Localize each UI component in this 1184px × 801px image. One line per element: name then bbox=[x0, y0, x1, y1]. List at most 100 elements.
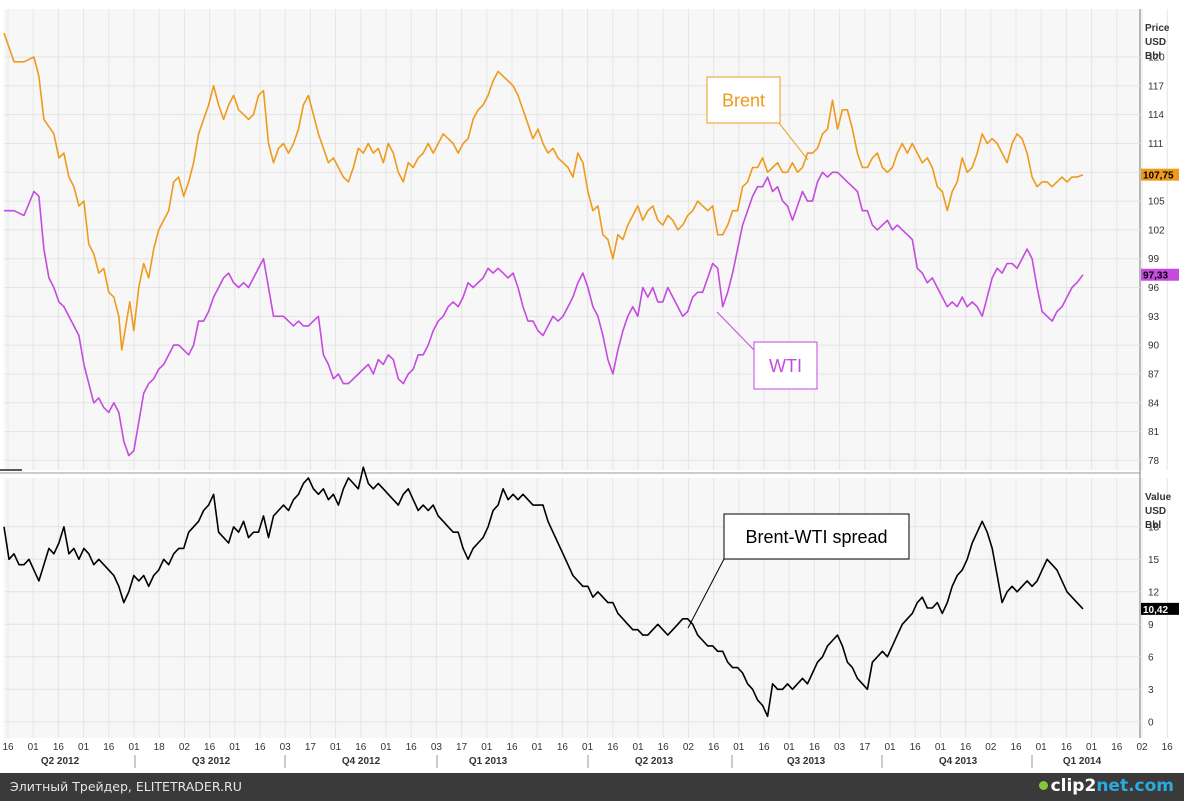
x-quarter-label: Q3 2013 bbox=[787, 756, 826, 767]
footer-source-text: Элитный Трейдер, ELITETRADER.RU bbox=[10, 779, 242, 794]
price-y-tick-label: 93 bbox=[1148, 312, 1160, 323]
x-tick-label: 16 bbox=[809, 742, 821, 753]
brent-callout-label: Brent bbox=[722, 90, 765, 110]
x-tick-label: 16 bbox=[506, 742, 518, 753]
spread-y-tick-label: 3 bbox=[1148, 685, 1154, 696]
brent-line bbox=[3, 32, 1084, 351]
wti-callout-label: WTI bbox=[769, 356, 802, 376]
chart-svg: 16 01 16 01 16 01 18 02 16 01 16 03 17 01 16 01 16 03 17 01… bbox=[0, 9, 1179, 768]
price-y-tick-label: 105 bbox=[1148, 197, 1165, 208]
x-tick-label: 01 bbox=[229, 742, 241, 753]
wti-callout-box bbox=[753, 341, 818, 390]
spread-panel-bg bbox=[4, 478, 1140, 738]
price-y-tick-label: 111 bbox=[1148, 139, 1164, 150]
spread-callout-box bbox=[723, 513, 910, 560]
x-tick-label: 16 bbox=[1061, 742, 1073, 753]
x-tick-label: 01 bbox=[935, 742, 947, 753]
brent-value-tag-label: 107,75 bbox=[1143, 171, 1174, 182]
spread-y-tick-label: 6 bbox=[1148, 652, 1154, 663]
price-axis-label: Price bbox=[1145, 23, 1170, 34]
x-tick-label: 16 bbox=[1162, 742, 1174, 753]
x-tick-label: 02 bbox=[1136, 742, 1148, 753]
x-tick-label: 02 bbox=[683, 742, 695, 753]
brent-value-tag bbox=[1141, 168, 1179, 181]
x-quarter-label: Q3 2012 bbox=[192, 756, 231, 767]
x-tick-label: 16 bbox=[204, 742, 216, 753]
x-tick-label: 01 bbox=[733, 742, 745, 753]
x-tick-label: 16 bbox=[1010, 742, 1022, 753]
spread-axis-label: USD bbox=[1145, 506, 1166, 517]
x-tick-label: 02 bbox=[179, 742, 191, 753]
x-tick-label: 17 bbox=[305, 742, 317, 753]
x-tick-label: 01 bbox=[632, 742, 644, 753]
price-y-tick-label: 87 bbox=[1148, 369, 1160, 380]
x-quarter-label: Q4 2012 bbox=[342, 756, 381, 767]
x-tick-label: 03 bbox=[834, 742, 846, 753]
price-panel-bg bbox=[4, 9, 1140, 470]
x-tick-label: 03 bbox=[280, 742, 292, 753]
x-tick-label: 16 bbox=[557, 742, 569, 753]
price-y-tick-label: 81 bbox=[1148, 427, 1160, 438]
spread-line bbox=[3, 466, 1084, 718]
spread-axis-label: Value bbox=[1145, 492, 1172, 503]
x-tick-label: 16 bbox=[910, 742, 922, 753]
x-tick-label: 01 bbox=[1036, 742, 1048, 753]
spread-callout-label: Brent-WTI spread bbox=[745, 527, 887, 547]
x-tick-label: 01 bbox=[78, 742, 90, 753]
spread-y-tick-label: 18 bbox=[1148, 522, 1160, 533]
spread-y-tick-label: 9 bbox=[1148, 620, 1154, 631]
x-tick-label: 16 bbox=[1111, 742, 1123, 753]
price-axis-label: USD bbox=[1145, 37, 1166, 48]
x-tick-label: 01 bbox=[481, 742, 493, 753]
x-tick-label: 01 bbox=[582, 742, 594, 753]
x-tick-label: 03 bbox=[431, 742, 443, 753]
x-tick-label: 16 bbox=[758, 742, 770, 753]
price-y-tick-label: 102 bbox=[1148, 225, 1165, 236]
spread-y-tick-label: 15 bbox=[1148, 555, 1160, 566]
spread-axis-label: Bbl bbox=[1145, 520, 1161, 531]
price-y-tick-label: 96 bbox=[1148, 283, 1160, 294]
brent-callout-line bbox=[778, 122, 809, 161]
wti-callout-line bbox=[716, 311, 755, 351]
x-tick-label: 01 bbox=[884, 742, 896, 753]
spread-y-tick-label: 12 bbox=[1148, 587, 1160, 598]
x-tick-label: 16 bbox=[355, 742, 367, 753]
x-tick-label: 01 bbox=[330, 742, 342, 753]
x-tick-label: 02 bbox=[985, 742, 997, 753]
price-y-tick-label: 120 bbox=[1148, 53, 1165, 64]
x-tick-label: 01 bbox=[28, 742, 40, 753]
x-tick-label: 16 bbox=[103, 742, 115, 753]
footer: Элитный Трейдер, ELITETRADER.RU clip2net… bbox=[0, 773, 1184, 801]
x-tick-label: 16 bbox=[960, 742, 972, 753]
brand-name-left: clip2 bbox=[1050, 776, 1097, 796]
x-tick-label: 18 bbox=[154, 742, 166, 753]
x-tick-label: 01 bbox=[784, 742, 796, 753]
x-tick-label: 16 bbox=[254, 742, 266, 753]
price-y-tick-label: 78 bbox=[1148, 456, 1160, 467]
price-y-tick-label: 117 bbox=[1148, 81, 1164, 92]
price-y-tick-label: 84 bbox=[1148, 398, 1160, 409]
price-y-tick-label: 114 bbox=[1148, 110, 1164, 121]
spread-y-tick-label: 0 bbox=[1148, 717, 1154, 728]
spread-value-tag bbox=[1141, 602, 1179, 615]
x-quarter-label: Q4 2013 bbox=[939, 756, 978, 767]
brand-name-right: net.com bbox=[1096, 776, 1174, 796]
x-tick-label: 17 bbox=[456, 742, 468, 753]
x-tick-label: 16 bbox=[708, 742, 720, 753]
x-quarter-label: Q1 2013 bbox=[469, 756, 508, 767]
brand-dot-icon bbox=[1038, 781, 1048, 790]
x-tick-label: 16 bbox=[53, 742, 65, 753]
x-tick-label: 01 bbox=[380, 742, 392, 753]
x-tick-label: 16 bbox=[658, 742, 670, 753]
brand-logo: clip2net.com bbox=[1038, 776, 1174, 796]
x-quarter-label: Q1 2014 bbox=[1063, 756, 1102, 767]
brent-callout-box bbox=[706, 76, 781, 124]
x-tick-label: 16 bbox=[2, 742, 14, 753]
wti-value-tag bbox=[1141, 268, 1179, 281]
spread-value-tag-label: 10,42 bbox=[1143, 605, 1168, 616]
x-tick-label: 16 bbox=[406, 742, 418, 753]
wti-line bbox=[4, 171, 1084, 457]
wti-value-tag-label: 97,33 bbox=[1143, 271, 1168, 282]
x-tick-label: 16 bbox=[607, 742, 619, 753]
